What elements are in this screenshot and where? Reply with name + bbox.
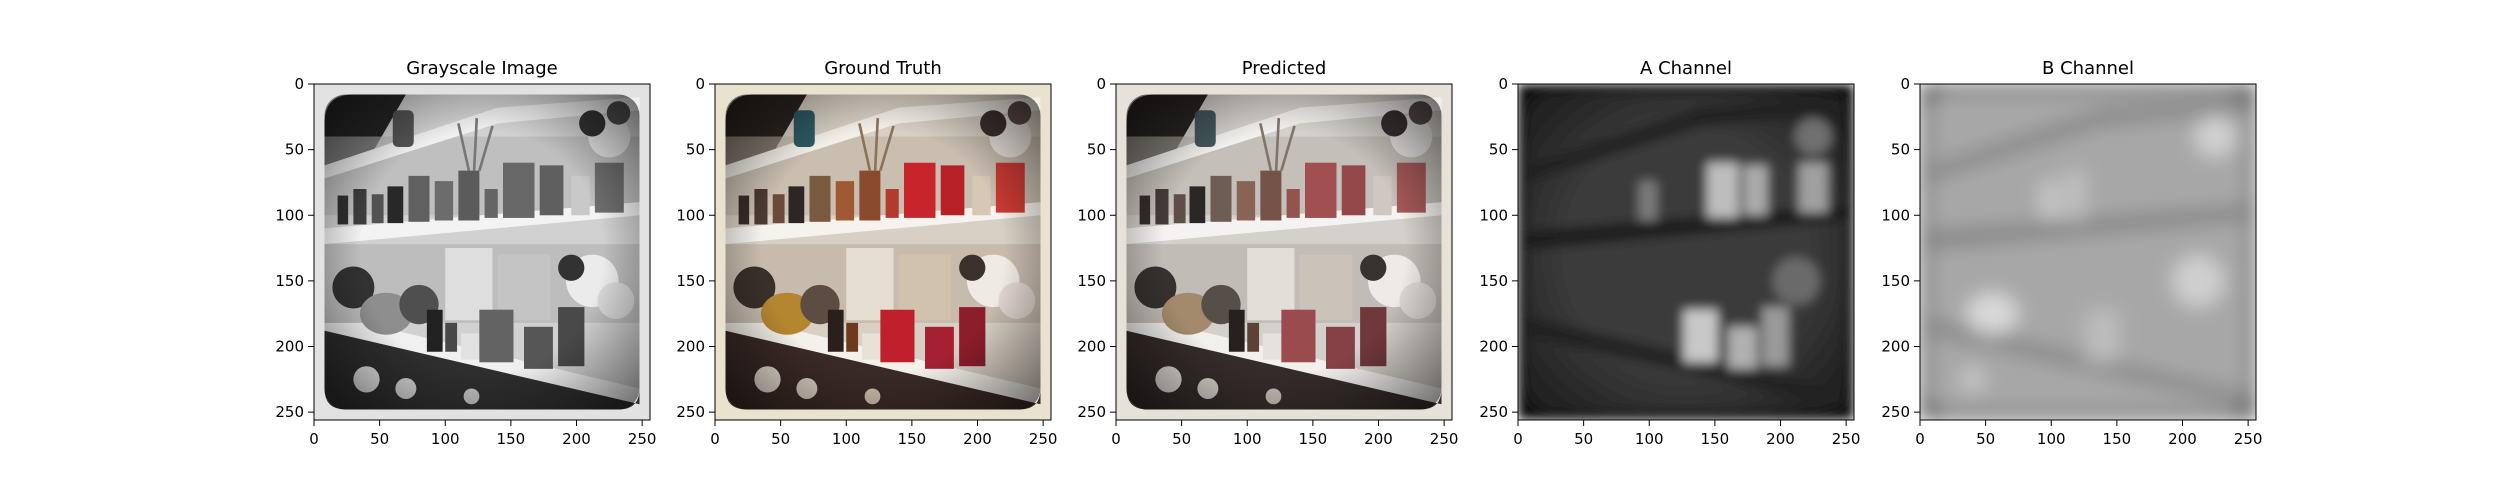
x-tick-label: 250	[1430, 430, 1459, 448]
x-tick-label: 100	[2037, 430, 2066, 448]
x-tick-label: 200	[963, 430, 992, 448]
y-tick-label: 200	[676, 338, 705, 356]
axes-frame	[1517, 83, 1855, 421]
x-tick-label: 250	[1832, 430, 1861, 448]
x-tick-label: 100	[832, 430, 861, 448]
axes-frame	[1115, 83, 1453, 421]
x-tick-label: 150	[1701, 430, 1730, 448]
y-tick-label: 200	[1077, 338, 1106, 356]
axes-frame	[1919, 83, 2257, 421]
y-tick-label: 200	[1479, 338, 1508, 356]
axes-frame	[313, 83, 651, 421]
y-tick-label: 100	[275, 206, 304, 224]
x-tick-label: 200	[2168, 430, 2197, 448]
y-tick-label: 50	[285, 141, 304, 159]
panel-predicted: Predicted 0 50 100 150 200 250 0 50 100 150 200 250	[1077, 58, 1458, 448]
y-tick-label: 150	[1479, 272, 1508, 290]
y-tick-label: 0	[695, 75, 705, 93]
y-tick-label: 200	[275, 338, 304, 356]
x-tick-label: 0	[1513, 430, 1523, 448]
panel-gray: Grayscale Image 0 50 100 150 200 250 0 50 100 150 2…	[275, 58, 656, 448]
panel-title: A Channel	[1640, 58, 1732, 79]
panel-image	[1518, 84, 1854, 420]
y-tick-label: 100	[1881, 206, 1910, 224]
panel-b-channel: B Channel 0 50 100 150 200 250 0 50 100 150 200 250	[1881, 58, 2262, 448]
x-tick-label: 150	[1299, 430, 1328, 448]
x-tick-label: 0	[1915, 430, 1925, 448]
x-tick-label: 100	[431, 430, 460, 448]
y-tick-label: 150	[1077, 272, 1106, 290]
x-tick-label: 150	[898, 430, 927, 448]
panel-image	[314, 84, 650, 420]
y-tick-label: 250	[1881, 403, 1910, 421]
x-tick-label: 100	[1233, 430, 1262, 448]
y-tick-label: 50	[1489, 141, 1508, 159]
x-tick-label: 50	[1976, 430, 1995, 448]
panel-image	[1920, 84, 2256, 420]
x-tick-label: 200	[1364, 430, 1393, 448]
panels: Grayscale Image 0 50 100 150 200 250 0 50 100 150 2…	[275, 58, 2262, 448]
x-tick-label: 250	[2234, 430, 2263, 448]
x-tick-label: 200	[1766, 430, 1795, 448]
panel-image	[1116, 84, 1452, 420]
x-tick-label: 0	[309, 430, 319, 448]
y-tick-label: 50	[1891, 141, 1910, 159]
y-tick-label: 200	[1881, 338, 1910, 356]
panel-title: Predicted	[1242, 58, 1327, 79]
x-tick-label: 50	[771, 430, 790, 448]
y-tick-label: 250	[1479, 403, 1508, 421]
x-tick-label: 150	[2103, 430, 2132, 448]
y-tick-label: 150	[1881, 272, 1910, 290]
x-tick-label: 100	[1635, 430, 1664, 448]
panel-color: Ground Truth 0 50 100 150 200 250 0 50 100 150 200 2…	[676, 58, 1057, 448]
y-tick-label: 150	[275, 272, 304, 290]
y-tick-label: 150	[676, 272, 705, 290]
y-tick-label: 50	[686, 141, 705, 159]
x-tick-label: 250	[1029, 430, 1058, 448]
panel-title: B Channel	[2042, 58, 2134, 79]
y-tick-label: 100	[676, 206, 705, 224]
y-tick-label: 250	[1077, 403, 1106, 421]
y-tick-label: 0	[1498, 75, 1508, 93]
y-tick-label: 100	[1077, 206, 1106, 224]
y-tick-label: 0	[1900, 75, 1910, 93]
axes-frame	[714, 83, 1052, 421]
y-tick-label: 250	[676, 403, 705, 421]
y-tick-label: 0	[1096, 75, 1106, 93]
y-tick-label: 0	[294, 75, 304, 93]
y-tick-label: 250	[275, 403, 304, 421]
y-tick-label: 50	[1087, 141, 1106, 159]
panel-a-channel: A Channel 0 50 100 150 200 250 0 50 100 150 200 250	[1479, 58, 1860, 448]
x-tick-label: 50	[1172, 430, 1191, 448]
panel-title: Grayscale Image	[406, 58, 558, 79]
panel-image	[715, 84, 1051, 420]
panel-title: Ground Truth	[824, 58, 942, 79]
x-tick-label: 150	[497, 430, 526, 448]
x-tick-label: 0	[710, 430, 720, 448]
x-tick-label: 200	[562, 430, 591, 448]
x-tick-label: 0	[1111, 430, 1121, 448]
x-tick-label: 50	[1574, 430, 1593, 448]
x-tick-label: 250	[628, 430, 657, 448]
x-tick-label: 50	[370, 430, 389, 448]
y-tick-label: 100	[1479, 206, 1508, 224]
